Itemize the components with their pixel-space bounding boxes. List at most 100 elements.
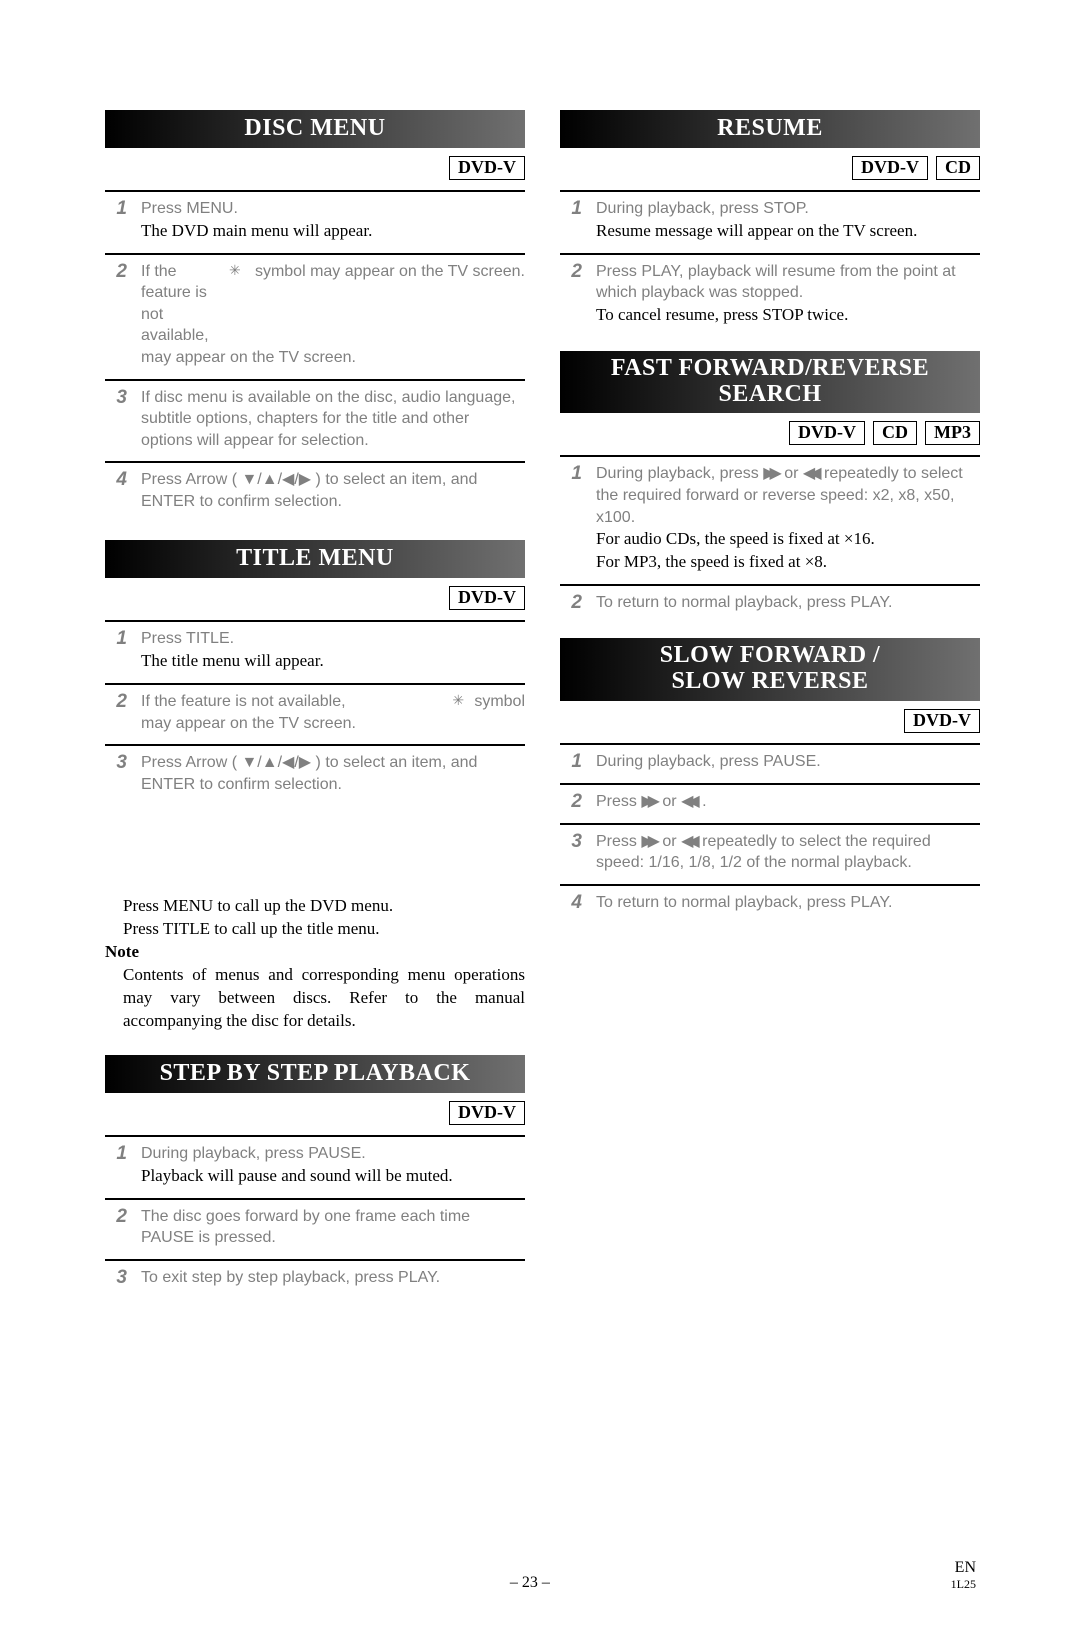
page-number: – 23 – [510, 1574, 550, 1592]
badges-row: DVD-V [105, 586, 525, 610]
step-text: symbol may appear on the TV screen. [223, 261, 525, 283]
step-body: Press TITLE. The title menu will appear. [141, 628, 525, 673]
step: 3 Press ▶▶ or ◀◀ repeatedly to select th… [560, 823, 980, 884]
step-number: 3 [105, 387, 127, 452]
fast-forward-icon: ▶▶ [763, 465, 776, 482]
note-block: Press MENU to call up the DVD menu. Pres… [105, 895, 525, 1033]
step-text: If the feature is not available, [141, 261, 223, 347]
step: 1 Press TITLE. The title menu will appea… [105, 620, 525, 683]
step-text: During playback, press PAUSE. [141, 1145, 366, 1162]
step-text: Press Arrow ( [141, 754, 241, 771]
footer-lang: EN [951, 1559, 976, 1577]
step: 2 If the feature is not available, ✳symb… [105, 683, 525, 744]
note-body: Contents of menus and corresponding menu… [105, 964, 525, 1033]
step-number: 4 [105, 469, 127, 512]
step-number: 1 [560, 198, 582, 243]
badge-dvdv: DVD-V [449, 586, 525, 610]
step-text: or [658, 833, 681, 850]
badge-cd: CD [873, 421, 917, 445]
step-body: If the feature is not available, ✳symbol… [141, 691, 525, 734]
step-body: During playback, press PAUSE. [596, 751, 980, 773]
step-body: The disc goes forward by one frame each … [141, 1206, 525, 1249]
step-list: 1 During playback, press ▶▶ or ◀◀ repeat… [560, 455, 980, 624]
step-number: 1 [105, 628, 127, 673]
step-body: During playback, press PAUSE. Playback w… [141, 1143, 525, 1188]
step-result: For audio CDs, the speed is fixed at ×16… [596, 529, 875, 571]
step-text: Press TITLE. [141, 630, 234, 647]
step-number: 3 [105, 752, 127, 795]
step-number: 2 [105, 1206, 127, 1249]
step-text: Press [596, 833, 641, 850]
ffrs-title: FAST FORWARD/REVERSESEARCH [560, 351, 980, 414]
badge-mp3: MP3 [925, 421, 980, 445]
step-text: Press PLAY, playback will resume from th… [596, 263, 956, 302]
step-body: During playback, press ▶▶ or ◀◀ repeated… [596, 463, 980, 574]
step-number: 2 [105, 691, 127, 734]
step-body: Press Arrow ( ▼/▲/◀/▶ ) to select an ite… [141, 469, 525, 512]
step-playback-section: STEP BY STEP PLAYBACK DVD-V 1 During pla… [105, 1055, 525, 1299]
step-number: 2 [560, 261, 582, 327]
step-text: Press Arrow ( [141, 471, 241, 488]
step-text: During playback, press STOP. [596, 200, 809, 217]
title-menu-title: TITLE MENU [105, 540, 525, 578]
resume-section: RESUME DVD-V CD 1 During playback, press… [560, 110, 980, 337]
title-menu-section: TITLE MENU DVD-V 1 Press TITLE. The titl… [105, 540, 525, 805]
step-text: or [658, 793, 681, 810]
page-footer: – 23 – EN 1L25 [105, 1559, 980, 1592]
step-number: 2 [105, 261, 127, 369]
step-text-cont: may appear on the TV screen. [141, 349, 356, 366]
left-column: DISC MENU DVD-V 1 Press MENU. The DVD ma… [105, 110, 525, 1299]
step: 2 To return to normal playback, press PL… [560, 584, 980, 624]
step: 2 The disc goes forward by one frame eac… [105, 1198, 525, 1259]
badge-dvdv: DVD-V [852, 156, 928, 180]
note-line: Press TITLE to call up the title menu. [123, 918, 525, 941]
footer-right: EN 1L25 [951, 1559, 976, 1592]
step-body: Press Arrow ( ▼/▲/◀/▶ ) to select an ite… [141, 752, 525, 795]
step-list: 1 During playback, press PAUSE. Playback… [105, 1135, 525, 1299]
step-text: During playback, press [596, 465, 763, 482]
rewind-icon: ◀◀ [681, 833, 694, 850]
slow-section: SLOW FORWARD /SLOW REVERSE DVD-V 1 Durin… [560, 638, 980, 924]
step: 2 If the feature is not available, ✳symb… [105, 253, 525, 379]
step-result: To cancel resume, press STOP twice. [596, 305, 848, 324]
step: 3 To exit step by step playback, press P… [105, 1259, 525, 1299]
disc-menu-title: DISC MENU [105, 110, 525, 148]
arrow-keys-icon: ▼/▲/◀/▶ [241, 471, 311, 488]
step: 1 Press MENU. The DVD main menu will app… [105, 190, 525, 253]
step-text: . [698, 793, 707, 810]
step-list: 1 Press TITLE. The title menu will appea… [105, 620, 525, 805]
step: 1 During playback, press PAUSE. Playback… [105, 1135, 525, 1198]
step: 3 If disc menu is available on the disc,… [105, 379, 525, 462]
note-line: Press MENU to call up the DVD menu. [123, 895, 525, 918]
step-body: To return to normal playback, press PLAY… [596, 592, 980, 614]
step: 3 Press Arrow ( ▼/▲/◀/▶ ) to select an i… [105, 744, 525, 805]
footer-code: 1L25 [951, 1577, 976, 1592]
step-number: 3 [560, 831, 582, 874]
step: 4 Press Arrow ( ▼/▲/◀/▶ ) to select an i… [105, 461, 525, 522]
step-body: Press MENU. The DVD main menu will appea… [141, 198, 525, 243]
step-body: If the feature is not available, ✳symbol… [141, 261, 525, 369]
step-body: To return to normal playback, press PLAY… [596, 892, 980, 914]
step-body: If disc menu is available on the disc, a… [141, 387, 525, 452]
step-text: Press MENU. [141, 200, 238, 217]
step-body: Press PLAY, playback will resume from th… [596, 261, 980, 327]
badge-dvdv: DVD-V [449, 1101, 525, 1125]
slow-title: SLOW FORWARD /SLOW REVERSE [560, 638, 980, 701]
step-text-cont: may appear on the TV screen. [141, 715, 356, 732]
badges-row: DVD-V CD MP3 [560, 421, 980, 445]
step-list: 1 Press MENU. The DVD main menu will app… [105, 190, 525, 522]
step-result: The title menu will appear. [141, 651, 324, 670]
badge-cd: CD [936, 156, 980, 180]
step-body: Press ▶▶ or ◀◀ . [596, 791, 980, 813]
badge-dvdv: DVD-V [789, 421, 865, 445]
badge-dvdv: DVD-V [449, 156, 525, 180]
step-text: Press [596, 793, 641, 810]
rewind-icon: ◀◀ [681, 793, 694, 810]
step-number: 1 [560, 751, 582, 773]
step-result: The DVD main menu will appear. [141, 221, 372, 240]
badges-row: DVD-V CD [560, 156, 980, 180]
step: 1 During playback, press PAUSE. [560, 743, 980, 783]
fast-forward-icon: ▶▶ [641, 833, 654, 850]
step-result: Resume message will appear on the TV scr… [596, 221, 917, 240]
step: 4 To return to normal playback, press PL… [560, 884, 980, 924]
